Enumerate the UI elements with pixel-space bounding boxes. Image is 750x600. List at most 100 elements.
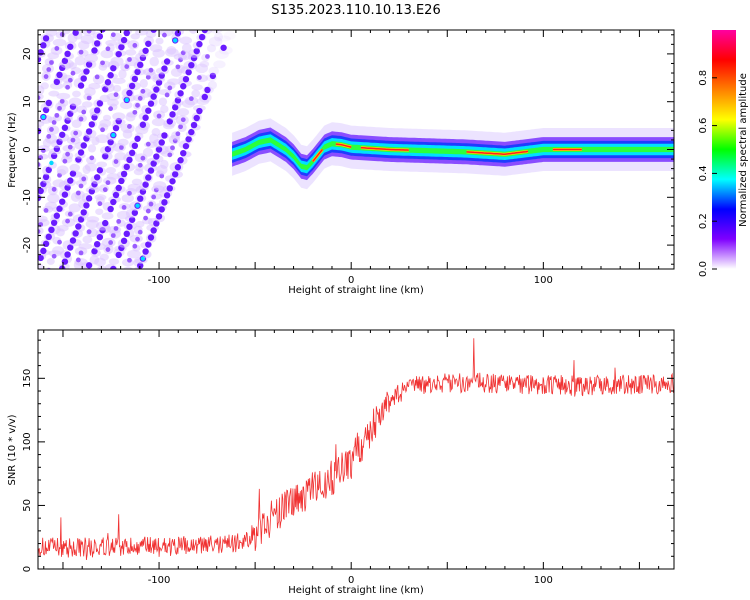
stripe-cell	[67, 244, 74, 251]
stripe-halo	[112, 84, 122, 93]
stripe-cell	[163, 192, 171, 199]
stripe-cell	[51, 186, 57, 192]
stripe-hotspot	[41, 114, 46, 120]
stripe-cell	[65, 151, 70, 157]
stripe-cell	[124, 64, 130, 69]
stripe-halo	[209, 30, 223, 34]
stripe-cell	[38, 95, 41, 101]
stripe-cell	[102, 187, 108, 193]
stripe-cell	[94, 74, 100, 80]
snr-ytick-label: 150	[22, 369, 33, 388]
spectrogram-xlabel: Height of straight line (km)	[288, 285, 424, 296]
stripe-cell	[155, 213, 163, 220]
stripe-cell	[85, 128, 93, 135]
stripe-cell	[134, 269, 140, 275]
stripe-halo	[102, 114, 112, 121]
stripe-cell	[38, 229, 41, 234]
stripe-halo	[208, 66, 220, 76]
stripe-cell	[56, 71, 63, 79]
stripe-halo	[68, 62, 77, 70]
colorbar-tick-label: 0.8	[698, 70, 709, 86]
stripe-cell	[137, 162, 143, 168]
stripe-halo	[45, 30, 58, 37]
stripe-cell	[59, 98, 65, 104]
stripe-cell	[80, 75, 87, 82]
stripe-cell	[175, 64, 181, 70]
snr-ylabel: SNR (10 * v/v)	[7, 414, 18, 485]
stripe-cell	[175, 131, 181, 137]
stripe-cell	[127, 257, 132, 263]
stripe-cell	[182, 142, 190, 150]
stripe-cell	[188, 61, 195, 69]
stripe-halo	[181, 43, 192, 53]
stripe-cell	[49, 60, 54, 65]
stripe-halo	[139, 78, 148, 88]
stripe-cell	[65, 84, 70, 90]
stripe-cell	[145, 74, 151, 80]
ridge-peak-segment	[335, 143, 352, 148]
colorbar-tick-label: 0.4	[698, 165, 709, 181]
stripe-cell	[78, 183, 84, 189]
stripe-halo	[40, 82, 49, 90]
stripe-halo	[124, 19, 138, 29]
stripe-cell	[177, 90, 184, 97]
stripe-cell	[67, 211, 73, 217]
stripe-cell	[132, 243, 138, 249]
stripe-cell	[118, 145, 124, 150]
stripe-halo	[69, 163, 80, 172]
stripe-cell	[65, 218, 70, 224]
stripe-cell	[113, 159, 119, 164]
stripe-halo	[167, 78, 181, 85]
stripe-cell	[145, 174, 152, 181]
snr-series-line	[38, 338, 674, 561]
stripe-cell	[61, 124, 69, 131]
stripe-cell	[67, 77, 73, 83]
stripe-cell	[105, 180, 111, 186]
stripe-halo	[101, 212, 114, 220]
stripe-halo	[48, 90, 60, 97]
stripe-halo	[151, 128, 161, 136]
spectrogram-stripes	[38, 19, 236, 275]
stripe-cell	[81, 109, 87, 115]
stripe-cell	[126, 156, 133, 164]
colorbar-tick-label: 0.6	[698, 118, 709, 134]
stripe-cell	[190, 121, 198, 129]
stripe-cell	[67, 43, 74, 50]
stripe-halo	[105, 166, 117, 174]
snr-ytick-label: 50	[22, 499, 33, 512]
stripe-cell	[159, 173, 165, 179]
stripe-cell	[61, 57, 69, 65]
stripe-cell	[128, 82, 136, 90]
stripe-cell	[115, 251, 122, 259]
stripe-cell	[180, 117, 186, 123]
stripe-cell	[54, 46, 60, 51]
stripe-halo	[38, 263, 44, 269]
stripe-cell	[45, 233, 52, 241]
stripe-cell	[177, 157, 184, 164]
stripe-cell	[150, 160, 157, 167]
stripe-cell	[113, 226, 119, 231]
stripe-cell	[69, 170, 77, 177]
snr-ticks: -100 0 100 0 50 100 150	[22, 330, 674, 586]
stripe-cell	[107, 72, 114, 79]
stripe-cell	[77, 82, 85, 89]
snr-plot-area	[38, 338, 674, 561]
stripe-cell	[145, 107, 152, 114]
stripe-cell	[80, 209, 87, 216]
stripe-cell	[147, 234, 155, 241]
stripe-halo	[68, 97, 82, 107]
ridge-peak-segment	[312, 149, 323, 162]
stripe-cell	[83, 202, 90, 209]
stripe-halo	[74, 56, 86, 66]
stripe-halo	[142, 147, 154, 157]
stripe-halo	[81, 101, 93, 108]
stripe-cell	[137, 95, 143, 101]
colorbar-gradient	[712, 30, 736, 269]
stripe-cell	[121, 204, 127, 210]
snr-frame	[37, 329, 675, 570]
stripe-cell	[147, 167, 155, 174]
stripe-cell	[75, 223, 82, 230]
stripe-cell	[142, 248, 149, 255]
